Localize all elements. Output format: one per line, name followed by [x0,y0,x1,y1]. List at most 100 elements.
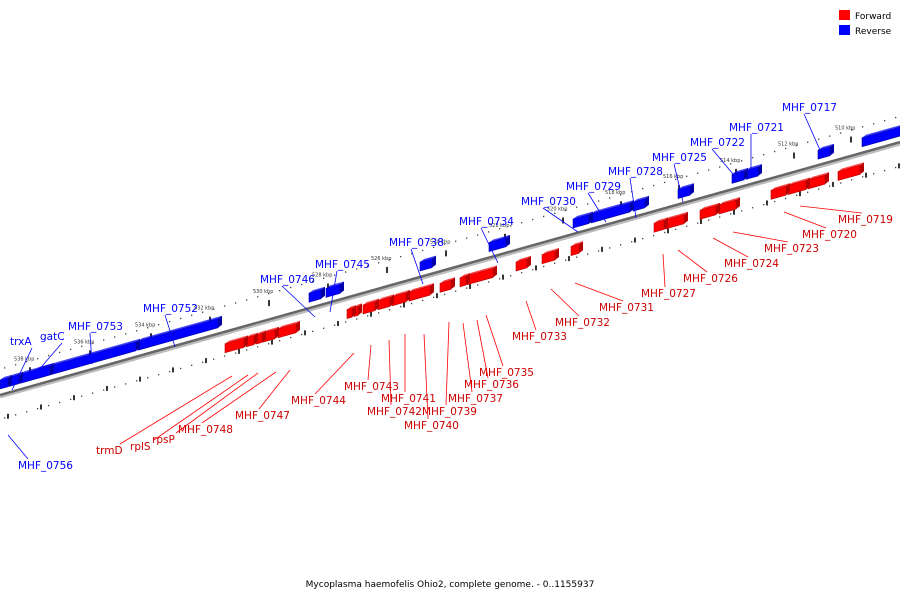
reverse-gene [731,170,745,184]
forward-label-mhf-0748: MHF_0748 [178,424,233,436]
forward-gene-end [406,289,410,302]
upper-guide-dot [818,138,820,140]
forward-gene-end [275,326,279,339]
lower-guide-dot [147,377,149,379]
reverse-leader-line [803,113,821,151]
lower-guide-dot [48,404,50,407]
upper-guide-dot [48,354,50,357]
forward-gene-end [430,283,434,296]
upper-guide-dot [169,320,171,323]
lower-guide-dot [400,306,402,308]
reverse-label-mhf-0717: MHF_0717 [782,102,837,114]
forward-leader-line [119,375,233,445]
forward-leader-line [314,352,355,395]
lower-guide-dot [191,364,193,367]
upper-guide-dot [268,293,270,295]
lower-guide-dot [576,256,578,258]
lower-guide-dot [70,398,72,401]
lower-guide-dot [873,173,875,175]
forward-leader-line [423,333,429,420]
scale-label-530-kbp: 530 kbp [253,289,273,295]
lower-guide-dot [301,333,303,336]
reverse-gene-top [420,255,436,262]
forward-gene-top [808,172,829,180]
forward-gene-end [262,330,266,343]
forward-gene-top [719,197,740,205]
forward-gene-end [825,172,829,185]
lower-guide-dot [697,222,699,224]
forward-label-mhf-0741: MHF_0741 [381,393,436,405]
forward-gene-end [579,241,583,254]
lower-guide-dot [466,287,468,289]
scale-label-534-kbp: 534 kbp [135,322,155,328]
forward-gene-top [409,283,434,293]
forward-leader-line [388,339,392,406]
lower-guide-dot [664,231,666,234]
forward-label-mhf-0742: MHF_0742 [367,406,422,418]
lower-guide-dot [895,166,897,169]
lower-guide-dot [862,176,864,178]
upper-guide-dot [862,126,864,128]
lower-guide-dot [730,213,732,215]
reverse-label-mhf-0730: MHF_0730 [521,196,576,208]
forward-gene-top [278,320,300,329]
genome-caption: Mycoplasma haemofelis Ohio2, complete ge… [306,580,595,590]
forward-gene-end [244,335,248,348]
lower-guide-dot [818,188,820,190]
lower-guide-dot [455,290,457,292]
upper-guide-dot [884,119,886,122]
upper-guide-dot [81,345,83,347]
reverse-gene-top [591,199,634,214]
upper-guide-dot [279,290,281,292]
lower-guide-dot [708,219,710,221]
forward-gene-top [654,217,668,224]
reverse-gene-end [432,255,436,268]
lower-guide-dot [224,355,226,357]
forward-gene [541,250,556,265]
upper-guide-dot [774,150,776,153]
forward-gene-end [716,202,720,215]
lower-guide-dot [741,210,743,212]
lower-guide-dot [807,191,809,193]
lower-guide-dot [719,216,721,218]
legend-swatch-forward [839,10,850,20]
upper-guide-dot [301,283,303,286]
forward-gene-top [440,277,455,284]
forward-gene-end [786,183,790,196]
upper-guide-dot [191,314,193,317]
upper-guide-dot [587,203,589,205]
reverse-gene-top [746,164,762,171]
upper-guide-dot [620,194,622,196]
forward-label-mhf-0744: MHF_0744 [291,395,346,407]
forward-gene-top [256,330,266,336]
lower-guide-dot [180,367,182,370]
upper-guide-dot [202,311,204,313]
forward-gene-top [263,326,279,334]
scale-label-518-kbp: 518 kbp [605,190,625,196]
reverse-gene-top [309,286,325,294]
lower-guide-dot [169,370,171,373]
lower-guide-dot [158,374,160,376]
upper-guide-dot [719,166,721,168]
forward-label-mhf-0724: MHF_0724 [724,258,779,270]
forward-gene-top [363,298,379,305]
upper-guide-dot [455,240,457,242]
lower-guide-dot [851,179,853,181]
lower-guide-dot [334,324,336,326]
reverse-leader-line [29,342,63,381]
upper-guide-dot [642,187,644,190]
scale-label-538-kbp: 538 kbp [14,356,34,362]
forward-gene-top [788,177,810,186]
forward-label-mhf-0736: MHF_0736 [464,379,519,391]
lower-guide-dot [125,383,127,385]
forward-leader-line [258,369,291,410]
upper-guide-dot [345,271,347,273]
forward-leader-line [677,249,708,273]
reverse-label-mhf-0728: MHF_0728 [608,166,663,178]
upper-guide-dot [631,191,633,193]
lower-guide-dot [565,259,567,261]
forward-label-mhf-0726: MHF_0726 [683,273,738,285]
lower-guide-dot [774,200,776,203]
forward-gene-top [246,332,258,338]
upper-guide-dot [796,144,798,147]
